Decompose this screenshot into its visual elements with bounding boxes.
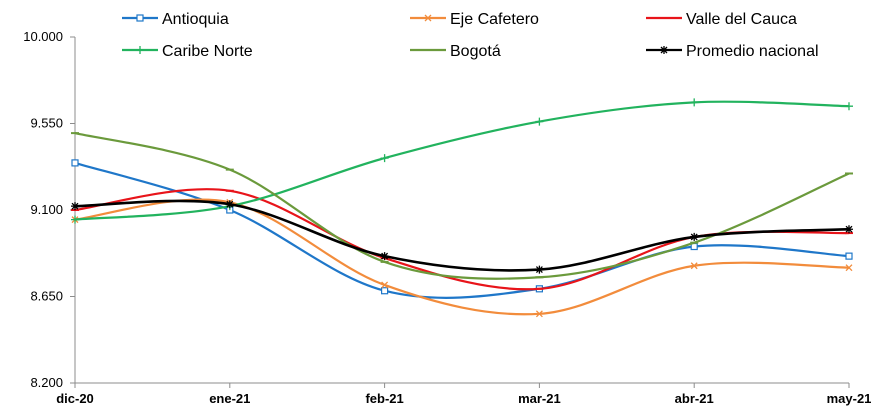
data-point-caribe-norte	[845, 102, 853, 111]
legend-item-caribe-norte: Caribe Norte	[122, 43, 253, 60]
series-line-valle-del-cauca	[74, 188, 850, 291]
series-line-eje-cafetero	[74, 198, 850, 316]
data-point-eje-cafetero	[845, 264, 853, 272]
series-bogota	[71, 132, 853, 280]
data-point-promedio-nacional	[225, 200, 234, 209]
series-caribe-norte	[71, 98, 853, 224]
y-tick-label: 8.650	[30, 289, 63, 304]
series-promedio-nacional	[71, 199, 853, 274]
legend-marker	[424, 14, 432, 22]
x-tick-label: feb-21	[365, 391, 403, 406]
y-tick-labels: 8.200 8.650 9.100 9.550 10.000	[23, 29, 75, 390]
legend: Antioquia Eje Cafetero Valle del Cauca Cari…	[122, 11, 819, 60]
x-tick-label: may-21	[827, 391, 872, 406]
x-tick-labels: dic-20 ene-21 feb-21 mar-21 abr-21 may-21	[56, 383, 871, 406]
data-point-eje-cafetero	[381, 281, 389, 289]
x-tick-label: abr-21	[675, 391, 714, 406]
legend-item-valle-del-cauca: Valle del Cauca	[646, 11, 797, 28]
series-antioquia	[71, 159, 853, 299]
legend-marker	[136, 46, 144, 54]
data-point-eje-cafetero	[690, 262, 698, 270]
data-point-promedio-nacional	[380, 252, 389, 261]
legend-item-promedio-nacional: Promedio nacional	[646, 43, 819, 60]
legend-label: Valle del Cauca	[686, 11, 797, 28]
data-point-promedio-nacional	[845, 225, 853, 234]
data-point-promedio-nacional	[535, 265, 544, 274]
data-point-eje-cafetero	[535, 310, 543, 318]
legend-marker	[136, 14, 144, 22]
data-point-caribe-norte	[535, 117, 544, 126]
legend-item-bogota: Bogotá	[410, 43, 501, 60]
data-point-caribe-norte	[380, 154, 389, 163]
y-tick-label: 9.100	[30, 202, 63, 217]
series-valle-del-cauca	[71, 188, 853, 291]
data-point-antioquia	[845, 252, 853, 260]
axes	[74, 37, 849, 384]
series-line-caribe-norte	[74, 100, 850, 221]
legend-label: Eje Cafetero	[450, 11, 539, 28]
legend-item-antioquia: Antioquia	[122, 11, 229, 28]
series-group	[71, 98, 853, 318]
series-line-antioquia	[74, 161, 850, 299]
data-point-antioquia	[381, 287, 389, 295]
y-tick-label: 8.200	[30, 375, 63, 390]
data-point-caribe-norte	[690, 98, 699, 107]
x-tick-label: ene-21	[209, 391, 250, 406]
legend-label: Caribe Norte	[162, 43, 253, 60]
data-point-caribe-norte	[71, 215, 79, 224]
series-line-bogota	[74, 132, 850, 280]
series-eje-cafetero	[71, 198, 853, 318]
x-tick-label: mar-21	[518, 391, 561, 406]
y-tick-label: 9.550	[30, 116, 63, 131]
legend-label: Bogotá	[450, 43, 501, 60]
x-tick-label: dic-20	[56, 391, 94, 406]
series-line-promedio-nacional	[74, 199, 850, 272]
y-tick-label: 10.000	[23, 29, 63, 44]
legend-label: Antioquia	[162, 11, 229, 28]
data-point-promedio-nacional	[71, 202, 79, 211]
legend-marker	[660, 46, 668, 54]
data-point-antioquia	[71, 159, 79, 167]
data-point-promedio-nacional	[690, 232, 699, 241]
legend-item-eje-cafetero: Eje Cafetero	[410, 11, 539, 28]
legend-label: Promedio nacional	[686, 43, 819, 60]
